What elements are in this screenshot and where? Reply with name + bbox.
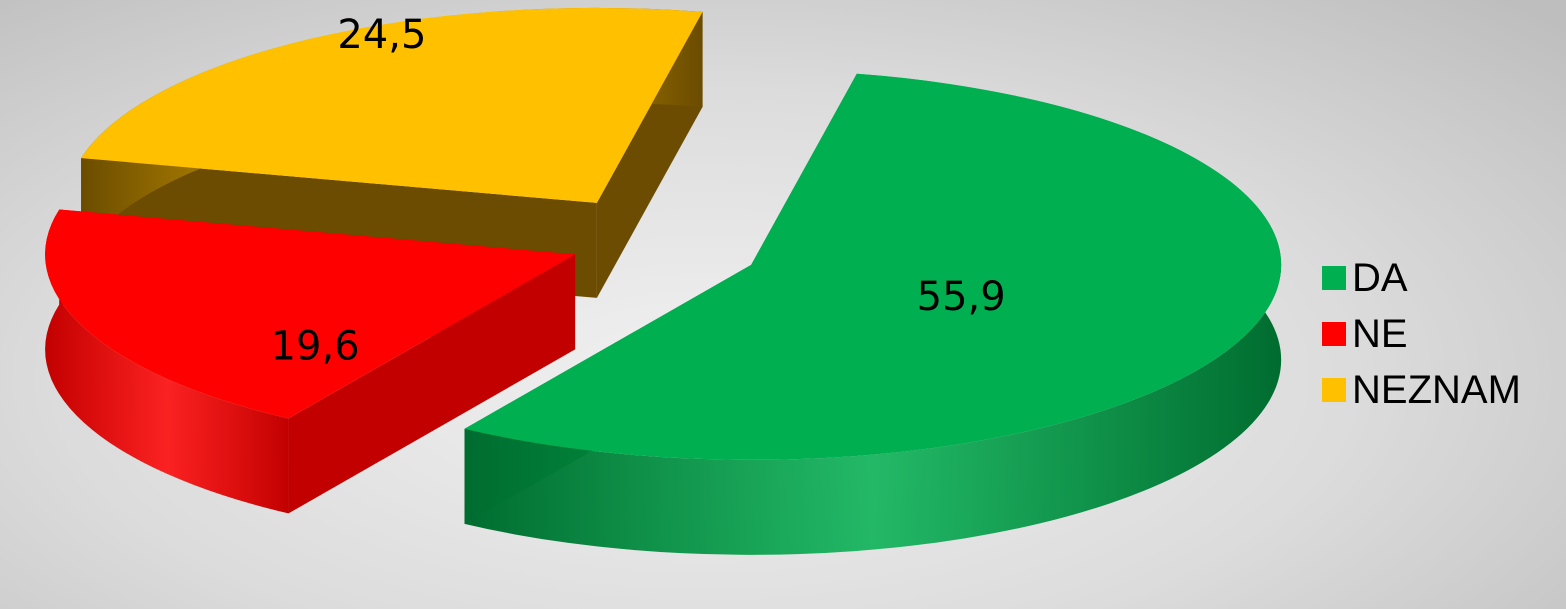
data-label-da: 55,9 [917,274,1006,320]
legend-label-neznam: NEZNAM [1352,367,1521,412]
legend-item-ne: NE [1322,306,1521,362]
legend-swatch-neznam [1322,378,1346,402]
legend-item-neznam: NEZNAM [1322,362,1521,418]
pie-top-ne [45,209,576,419]
data-label-ne: 19,6 [271,323,360,369]
legend-item-da: DA [1322,250,1521,306]
legend: DA NE NEZNAM [1322,250,1521,418]
legend-label-da: DA [1352,255,1408,300]
data-label-neznam: 24,5 [337,12,426,58]
legend-swatch-da [1322,266,1346,290]
pie-slice-da [464,73,1282,555]
legend-label-ne: NE [1352,311,1408,356]
pie-top-neznam [81,7,703,203]
pie-top-da [464,73,1282,460]
pie-side-ne [45,209,289,514]
pie-slice-ne [45,209,576,514]
legend-swatch-ne [1322,322,1346,346]
